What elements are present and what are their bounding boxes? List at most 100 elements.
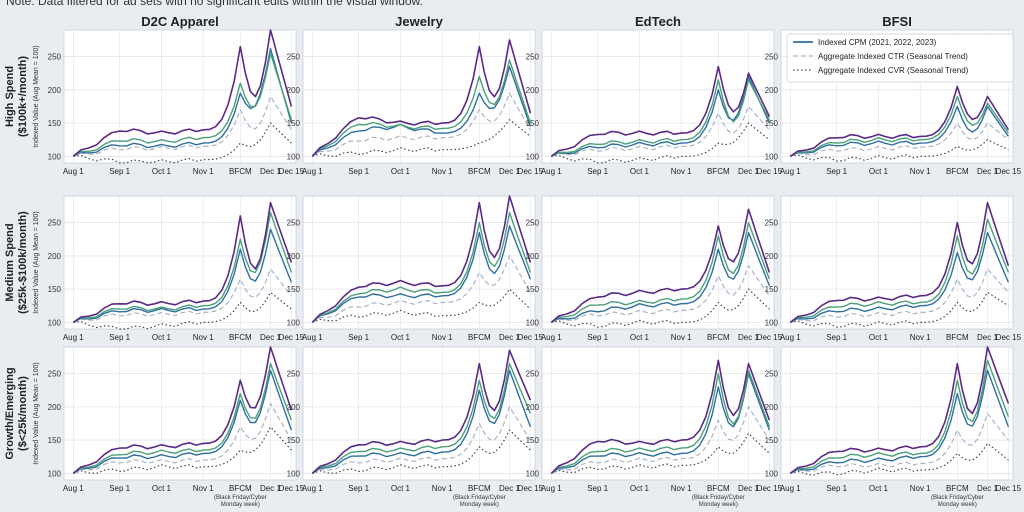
- x-tick-label: Sep 1: [587, 333, 608, 342]
- y-tick-label: 250: [287, 370, 301, 379]
- series-line-cpm-2023: [789, 231, 1010, 324]
- x-tick-label: Sep 1: [348, 484, 369, 493]
- series-line-cvr: [551, 122, 770, 164]
- panel: 100 150 200 250 Aug 1 Sep 1 Oct 1 Nov 1 BFCM Dec …: [287, 346, 544, 508]
- x-tick-label: Dec 15: [757, 167, 783, 176]
- legend-box: [786, 33, 1014, 83]
- x-tick-label: Aug 1: [63, 484, 84, 493]
- y-axis-label: Indexed Value (Aug Mean = 100): [33, 211, 40, 313]
- y-tick-label: 200: [48, 403, 62, 412]
- x-tick-label: Dec 1: [260, 333, 281, 342]
- x-tick-label: Dec 15: [996, 484, 1022, 493]
- x-tick-label: Dec 15: [279, 167, 305, 176]
- series-line-cpm-2023: [72, 228, 293, 324]
- x-tick-label: Oct 1: [152, 333, 172, 342]
- series-line-cpm-2021: [72, 346, 293, 475]
- x-tick-label: Sep 1: [587, 167, 608, 176]
- bfcm-note: Monday week): [221, 502, 260, 508]
- x-tick-label: Aug 1: [302, 333, 323, 342]
- y-tick-label: 150: [48, 285, 62, 294]
- x-tick-label: BFCM: [229, 333, 252, 342]
- panel: 100 150 200 250 Aug 1 Sep 1 Oct 1 Nov 1 BFCM Dec …: [765, 195, 1022, 342]
- x-tick-label: Nov 1: [910, 333, 931, 342]
- column-title: EdTech: [635, 14, 681, 29]
- y-tick-label: 200: [287, 86, 301, 95]
- x-tick-label: Dec 15: [279, 333, 305, 342]
- y-tick-label: 200: [765, 403, 779, 412]
- y-tick-label: 100: [287, 469, 301, 478]
- y-tick-label: 150: [48, 436, 62, 445]
- x-tick-label: Dec 15: [279, 484, 305, 493]
- y-tick-label: 200: [526, 403, 540, 412]
- panel-frame: [541, 195, 775, 330]
- x-tick-label: Oct 1: [630, 484, 650, 493]
- series-line-cvr: [73, 426, 292, 475]
- series-line-cvr: [73, 291, 292, 330]
- x-tick-label: Nov 1: [671, 333, 692, 342]
- panel-frame: [541, 29, 775, 164]
- panel: 100 150 200 250 Aug 1 Sep 1 Oct 1 Nov 1 BFCM Dec …: [48, 29, 305, 176]
- series-line-cpm-2021: [311, 349, 532, 474]
- series-line-cpm-2022: [72, 362, 293, 474]
- series-line-cvr: [551, 288, 770, 328]
- x-tick-label: Sep 1: [109, 333, 130, 342]
- series-line-cvr: [312, 429, 531, 475]
- x-tick-label: Aug 1: [541, 333, 562, 342]
- x-tick-label: Sep 1: [109, 484, 130, 493]
- x-tick-label: Sep 1: [826, 484, 847, 493]
- series-line-cvr: [312, 288, 531, 323]
- panel: 100 150 200 250 Aug 1 Sep 1 Oct 1 Nov 1 BFCM Dec …: [48, 195, 305, 342]
- x-tick-label: Dec 1: [977, 167, 998, 176]
- x-tick-label: Sep 1: [348, 333, 369, 342]
- y-tick-label: 200: [287, 252, 301, 261]
- series-line-cpm-2022: [789, 359, 1010, 474]
- y-tick-label: 100: [287, 318, 301, 327]
- column-title: BFSI: [882, 14, 912, 29]
- series-line-cpm-2021: [72, 29, 293, 157]
- panel: 100 150 200 250 Aug 1 Sep 1 Oct 1 Nov 1 BFCM Dec …: [526, 195, 783, 342]
- bfcm-note: Monday week): [938, 502, 977, 508]
- x-tick-label: BFCM: [468, 333, 491, 342]
- y-tick-label: 150: [287, 436, 301, 445]
- x-tick-label: Oct 1: [869, 333, 889, 342]
- x-tick-label: Oct 1: [630, 167, 650, 176]
- y-tick-label: 100: [526, 469, 540, 478]
- x-tick-label: Dec 15: [757, 333, 783, 342]
- series-line-cvr: [551, 432, 770, 474]
- panel: 100 150 200 250 Aug 1 Sep 1 Oct 1 Nov 1 BFCM Dec …: [287, 29, 544, 176]
- x-tick-label: Nov 1: [193, 167, 214, 176]
- x-tick-label: Aug 1: [780, 484, 801, 493]
- x-tick-label: Dec 1: [499, 484, 520, 493]
- x-tick-label: Dec 1: [977, 333, 998, 342]
- x-tick-label: Nov 1: [671, 167, 692, 176]
- y-tick-label: 200: [765, 86, 779, 95]
- x-tick-label: BFCM: [946, 333, 969, 342]
- series-line-cpm-2022: [550, 221, 771, 323]
- bfcm-note: (Black Friday/Cyber: [692, 495, 745, 501]
- legend: Indexed CPM (2021, 2022, 2023) Aggregate …: [786, 33, 1014, 83]
- y-tick-label: 200: [287, 403, 301, 412]
- y-tick-label: 100: [765, 318, 779, 327]
- series-line-cvr: [73, 122, 292, 164]
- x-tick-label: Nov 1: [432, 333, 453, 342]
- series-line-ctr: [312, 406, 531, 474]
- y-tick-label: 100: [48, 469, 62, 478]
- x-tick-label: Nov 1: [910, 167, 931, 176]
- panel: 100 150 200 250 Aug 1 Sep 1 Oct 1 Nov 1 BFCM Dec …: [765, 346, 1022, 508]
- y-tick-label: 150: [765, 436, 779, 445]
- x-tick-label: Sep 1: [826, 333, 847, 342]
- y-tick-label: 250: [48, 219, 62, 228]
- bfcm-note: (Black Friday/Cyber: [931, 495, 984, 501]
- series-line-ctr: [551, 406, 770, 474]
- y-axis-label: Indexed Value (Aug Mean = 100): [33, 45, 40, 147]
- x-tick-label: Dec 15: [518, 333, 544, 342]
- x-tick-label: Oct 1: [152, 167, 172, 176]
- series-line-cpm-2022: [550, 79, 771, 157]
- y-tick-label: 250: [526, 53, 540, 62]
- row-label-sub: ($<25k/month): [17, 376, 29, 451]
- y-tick-label: 100: [765, 469, 779, 478]
- x-tick-label: Dec 1: [499, 333, 520, 342]
- y-tick-label: 100: [48, 152, 62, 161]
- y-tick-label: 150: [526, 285, 540, 294]
- x-tick-label: BFCM: [946, 484, 969, 493]
